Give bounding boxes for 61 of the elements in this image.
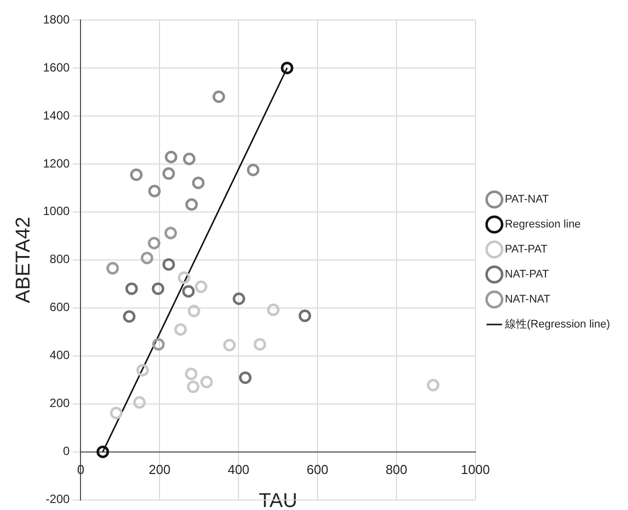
- y-tick-label: 1200: [42, 156, 70, 170]
- x-tick-label: 200: [148, 462, 170, 478]
- point: [200, 376, 213, 388]
- point: [174, 323, 187, 336]
- point: [152, 282, 164, 295]
- point: [239, 371, 252, 384]
- x-tick-label: 600: [306, 462, 328, 478]
- point: [254, 338, 266, 351]
- point: [212, 90, 226, 104]
- point: [267, 304, 280, 316]
- y-axis-title: ABETA42: [12, 216, 35, 304]
- point: [194, 280, 208, 294]
- point: [164, 226, 177, 240]
- x-tick-label: 800: [386, 462, 408, 478]
- point: [192, 176, 205, 190]
- legend-label: NAT-PAT: [504, 268, 550, 281]
- point: [188, 304, 200, 318]
- point: [426, 378, 440, 392]
- y-tick-label: 1600: [42, 60, 70, 74]
- point: [148, 236, 160, 250]
- point: [162, 258, 175, 271]
- legend-label: 線性(Regression line): [504, 318, 610, 331]
- y-tick-label: 1800: [42, 12, 70, 26]
- point: [223, 338, 236, 352]
- point: [182, 285, 195, 298]
- point: [164, 150, 178, 164]
- y-tick-label: 1000: [42, 204, 70, 218]
- y-tick-label: 200: [50, 396, 70, 410]
- legend-label: NAT-NAT: [504, 294, 551, 306]
- point: [140, 252, 154, 264]
- legend-label: Regression line: [504, 218, 581, 231]
- y-tick-label: -200: [46, 492, 70, 506]
- point: [152, 338, 165, 351]
- point: [186, 380, 200, 394]
- y-tick-label: 1400: [42, 108, 70, 122]
- y-tick-label: 400: [50, 348, 70, 362]
- point: [130, 168, 143, 181]
- point: [110, 406, 122, 420]
- point: [185, 198, 198, 211]
- point: [182, 152, 196, 166]
- point: [133, 396, 146, 409]
- point: [106, 262, 119, 275]
- x-tick-label: 1000: [460, 462, 490, 478]
- legend-label: PAT-NAT: [504, 194, 550, 206]
- point: [232, 292, 246, 306]
- point: [148, 184, 161, 198]
- y-tick-label: 600: [50, 300, 70, 314]
- x-tick-label: 400: [228, 462, 250, 478]
- point: [280, 62, 294, 74]
- point: [122, 310, 136, 323]
- point: [162, 167, 175, 180]
- y-tick-label: 800: [50, 252, 70, 266]
- point: [136, 364, 149, 377]
- y-tick-label: 0: [63, 444, 70, 458]
- legend-label: PAT-PAT: [504, 244, 548, 256]
- point: [184, 368, 198, 380]
- point: [246, 164, 260, 176]
- point: [178, 271, 190, 284]
- point: [96, 446, 110, 458]
- point: [298, 310, 312, 322]
- point: [125, 282, 138, 295]
